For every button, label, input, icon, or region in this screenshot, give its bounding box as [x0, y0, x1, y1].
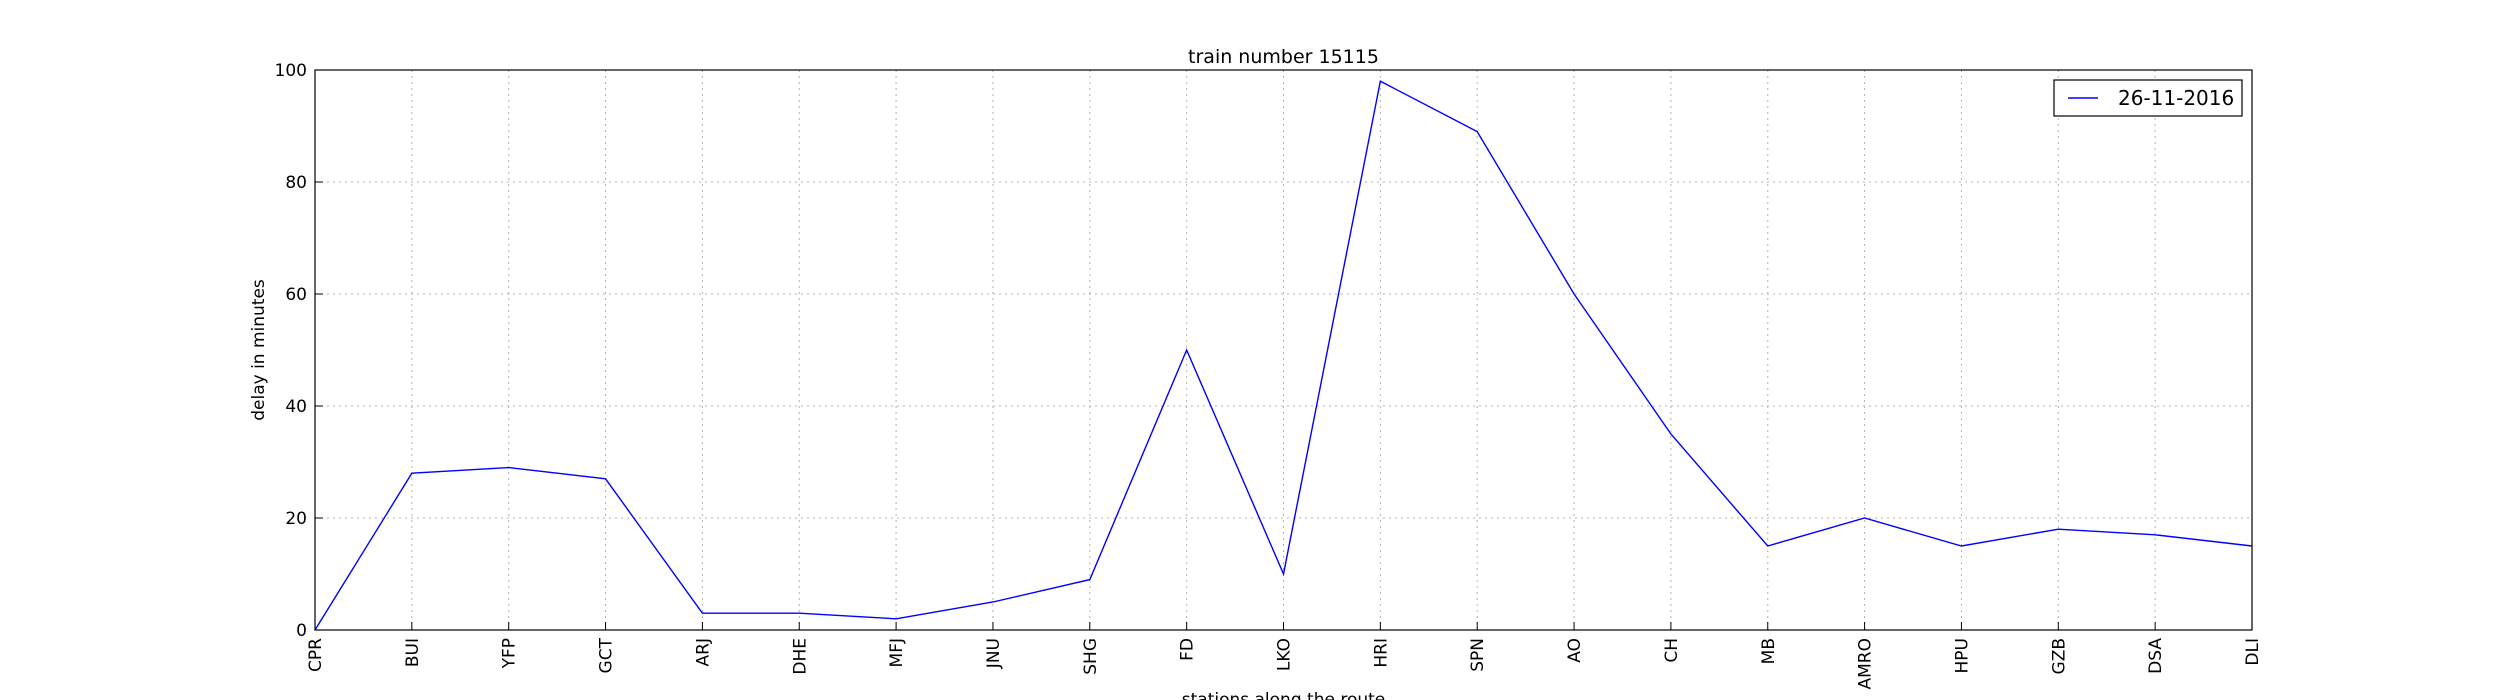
- x-tick-label-dhe: DHE: [790, 638, 810, 675]
- x-tick-label-hri: HRI: [1371, 638, 1391, 668]
- legend: 26-11-2016: [2053, 79, 2243, 117]
- x-tick-label-amro: AMRO: [1856, 638, 1876, 690]
- y-tick-label: 20: [285, 509, 307, 529]
- x-tick-label-arj: ARJ: [693, 638, 713, 666]
- x-tick-label-shg: SHG: [1081, 638, 1101, 675]
- x-tick-label-ao: AO: [1565, 638, 1585, 663]
- x-tick-labels: CPR BUI YFP GCT ARJ DHE MFJ JNU SHG FD LKO HRI SPN AO…: [306, 622, 2263, 690]
- y-axis-label: delay in minutes: [249, 279, 269, 421]
- x-tick-label-mb: MB: [1759, 638, 1779, 664]
- y-tick-label: 40: [285, 397, 307, 417]
- x-tick-label-jnu: JNU: [984, 638, 1004, 669]
- x-tick-label-bui: BUI: [403, 638, 423, 667]
- x-tick-label-mfj: MFJ: [887, 638, 907, 667]
- x-tick-label-dsa: DSA: [2146, 638, 2166, 674]
- chart-title: train number 15115: [1188, 46, 1379, 68]
- x-tick-label-gct: GCT: [597, 637, 617, 673]
- y-tick-label: 100: [275, 61, 307, 81]
- legend-label: 26-11-2016: [2118, 86, 2234, 110]
- series-line-26-11-2016: [314, 80, 2253, 631]
- x-tick-label-spn: SPN: [1468, 638, 1488, 672]
- x-tick-label-fd: FD: [1178, 638, 1198, 661]
- x-tick-label-cpr: CPR: [306, 638, 326, 672]
- x-tick-label-lko: LKO: [1275, 638, 1295, 671]
- y-tick-label: 80: [285, 173, 307, 193]
- y-tick-labels: 0 20 40 60 80 100: [275, 61, 323, 641]
- x-tick-label-hpu: HPU: [1952, 638, 1972, 673]
- x-axis-label: stations along the route: [1182, 690, 1386, 700]
- x-tick-label-dli: DLI: [2243, 638, 2263, 666]
- x-tick-label-ch: CH: [1662, 638, 1682, 663]
- y-tick-label: 60: [285, 285, 307, 305]
- x-tick-label-gzb: GZB: [2049, 638, 2069, 674]
- y-tick-label: 0: [296, 621, 307, 641]
- x-tick-label-yfp: YFP: [500, 638, 520, 669]
